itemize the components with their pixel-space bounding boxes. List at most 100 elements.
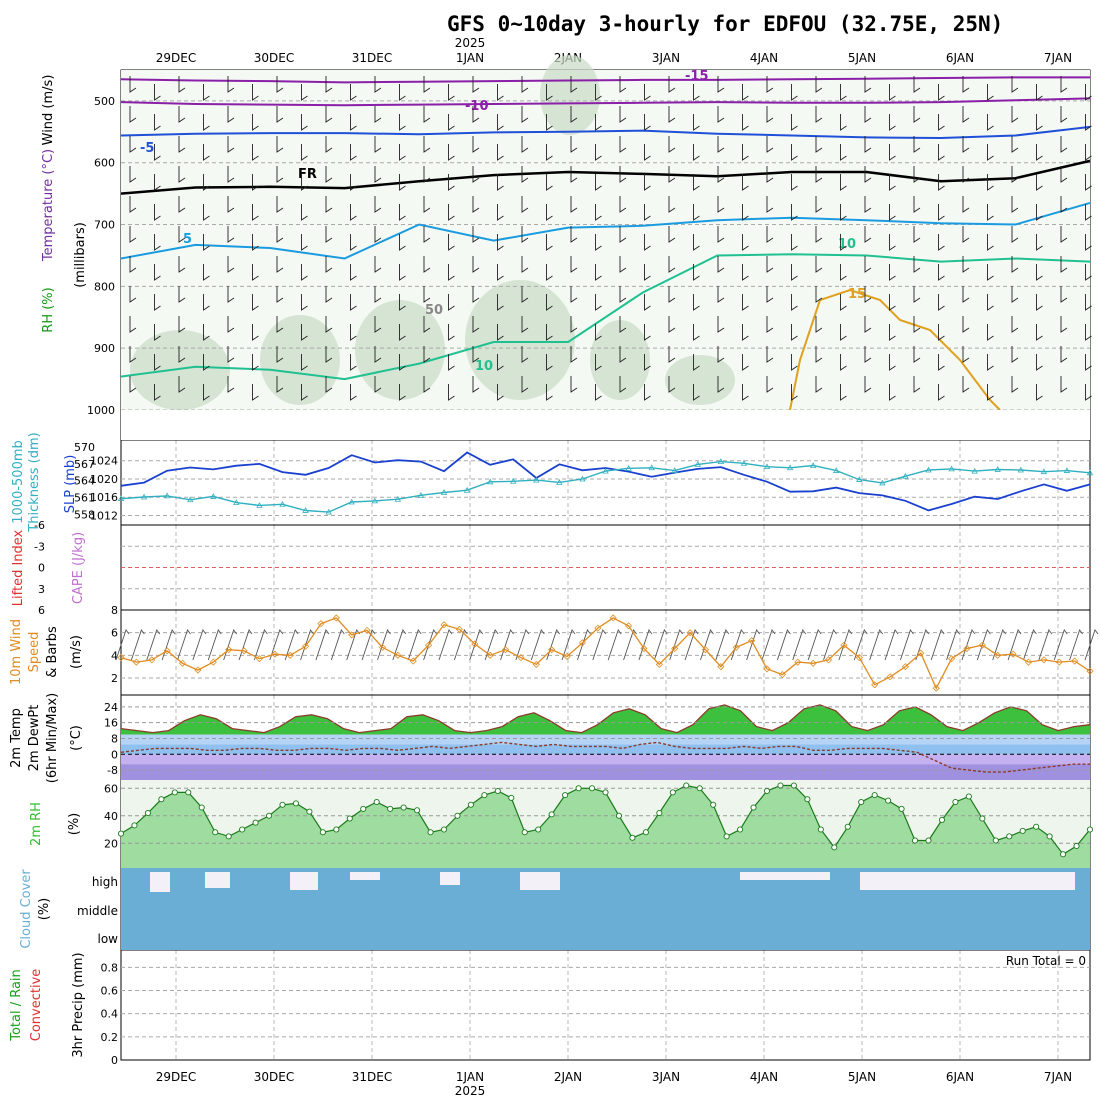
wind-barb [619, 346, 627, 363]
wind-barb [668, 286, 676, 303]
pressure-tick-label: 600 [94, 157, 115, 170]
wind-barb [252, 324, 259, 341]
surface-wind-barb [915, 629, 930, 661]
wind-barb [791, 264, 798, 281]
rh-marker [144, 809, 151, 817]
surface-wind-barb [1053, 629, 1068, 661]
wind-barb [1011, 226, 1019, 243]
wind-barb [962, 316, 970, 333]
wind-barb [791, 204, 798, 221]
wind-barb [668, 76, 676, 93]
wind-barb [1036, 174, 1043, 191]
rh-marker [777, 782, 784, 789]
wind-barb [301, 114, 308, 131]
wind-barb [252, 294, 259, 311]
wind-barb [154, 174, 161, 191]
thickness-marker [948, 465, 955, 472]
thickness-marker [879, 479, 886, 486]
thickness-marker [1086, 469, 1094, 476]
rh-tick-label: 40 [104, 810, 118, 823]
rh-marker [979, 815, 986, 822]
wind-barb [693, 114, 700, 131]
surface-wind-barb [976, 629, 991, 661]
wind-barb [840, 264, 847, 281]
wind-barb [227, 166, 235, 183]
wind-barb [448, 144, 455, 161]
wind-barb [399, 174, 406, 191]
wind-barb [815, 316, 823, 333]
wind-barb [864, 376, 872, 393]
clear-sky-gap [440, 872, 460, 885]
wind-barb [129, 346, 137, 363]
wind-barb [472, 346, 480, 363]
surface-wind-barb [900, 629, 914, 661]
wind-barb [619, 226, 627, 243]
temperature-contour [120, 97, 1091, 107]
surface-wind-barb [1038, 629, 1053, 661]
rh-marker [508, 794, 515, 801]
upper-air-lower-gap [121, 410, 1090, 440]
wind-speed-marker [517, 654, 525, 662]
wind-barb [325, 286, 333, 303]
thickness-marker [1040, 468, 1048, 475]
rh-marker [629, 834, 636, 841]
wind-barb [595, 204, 602, 221]
rh-marker [817, 826, 824, 833]
wind-barb [129, 316, 137, 333]
rh-marker [737, 826, 744, 833]
surface-wind-barb [515, 629, 530, 661]
wind-barb [693, 324, 700, 341]
wind-barb [154, 294, 161, 311]
cloud-layer-label: low [98, 932, 119, 946]
rh-marker [1019, 827, 1026, 834]
rh-units-axis-label: (%) [67, 813, 82, 836]
surface-wind-barb [484, 629, 499, 661]
rh-marker [575, 785, 582, 792]
wind-speed-marker [917, 649, 925, 657]
surface-wind-barb [377, 629, 391, 661]
wind-barb [276, 226, 284, 243]
wind-barb [619, 136, 627, 153]
wind-barb [325, 226, 333, 243]
surface-wind-barb [453, 629, 468, 661]
wind-barbs-axis-label: & Barbs [45, 626, 60, 678]
wind-barb [717, 136, 725, 153]
rh-marker [790, 782, 797, 789]
cloud-cover-axis-label: Cloud Cover [19, 869, 34, 949]
temperature-contour [120, 76, 1090, 84]
precip-total-axis-label: Total / Rain [9, 969, 24, 1042]
wind-barb [987, 114, 994, 131]
temperature-band [121, 754, 1090, 765]
surface-wind-barb [684, 629, 699, 661]
thickness-marker [625, 465, 632, 471]
wind-speed-marker [317, 620, 325, 628]
clear-sky-gap [150, 872, 170, 892]
wind-barb [350, 264, 357, 281]
wind-barb [1036, 234, 1043, 251]
wind-barb [1060, 166, 1068, 183]
wind-speed-marker [302, 642, 310, 650]
wind-barb [399, 114, 406, 131]
wind-barb [864, 106, 872, 123]
wind-barb [546, 174, 553, 191]
rh-marker [1073, 842, 1080, 850]
rh-shading [260, 315, 340, 405]
wind-barb [815, 76, 823, 93]
wind-top-tick-label: 8 [111, 604, 118, 617]
wind-barb [448, 384, 455, 401]
wind-barb [570, 286, 578, 303]
thickness-marker [694, 461, 701, 467]
date-label-bottom: 31DEC [352, 1070, 392, 1084]
wind-barb [203, 144, 210, 161]
wind-speed-marker [486, 651, 494, 659]
wind-speed-marker [732, 643, 740, 651]
wind-barb [374, 136, 382, 153]
rh-shading [540, 55, 600, 135]
wind-speed-marker [548, 646, 556, 654]
rh-marker [535, 826, 542, 833]
rh-marker [871, 792, 878, 799]
wind-barb [203, 174, 210, 191]
date-label-top: 31DEC [352, 51, 392, 65]
date-label-bottom: 4JAN [750, 1070, 778, 1084]
thickness-marker [140, 493, 148, 500]
